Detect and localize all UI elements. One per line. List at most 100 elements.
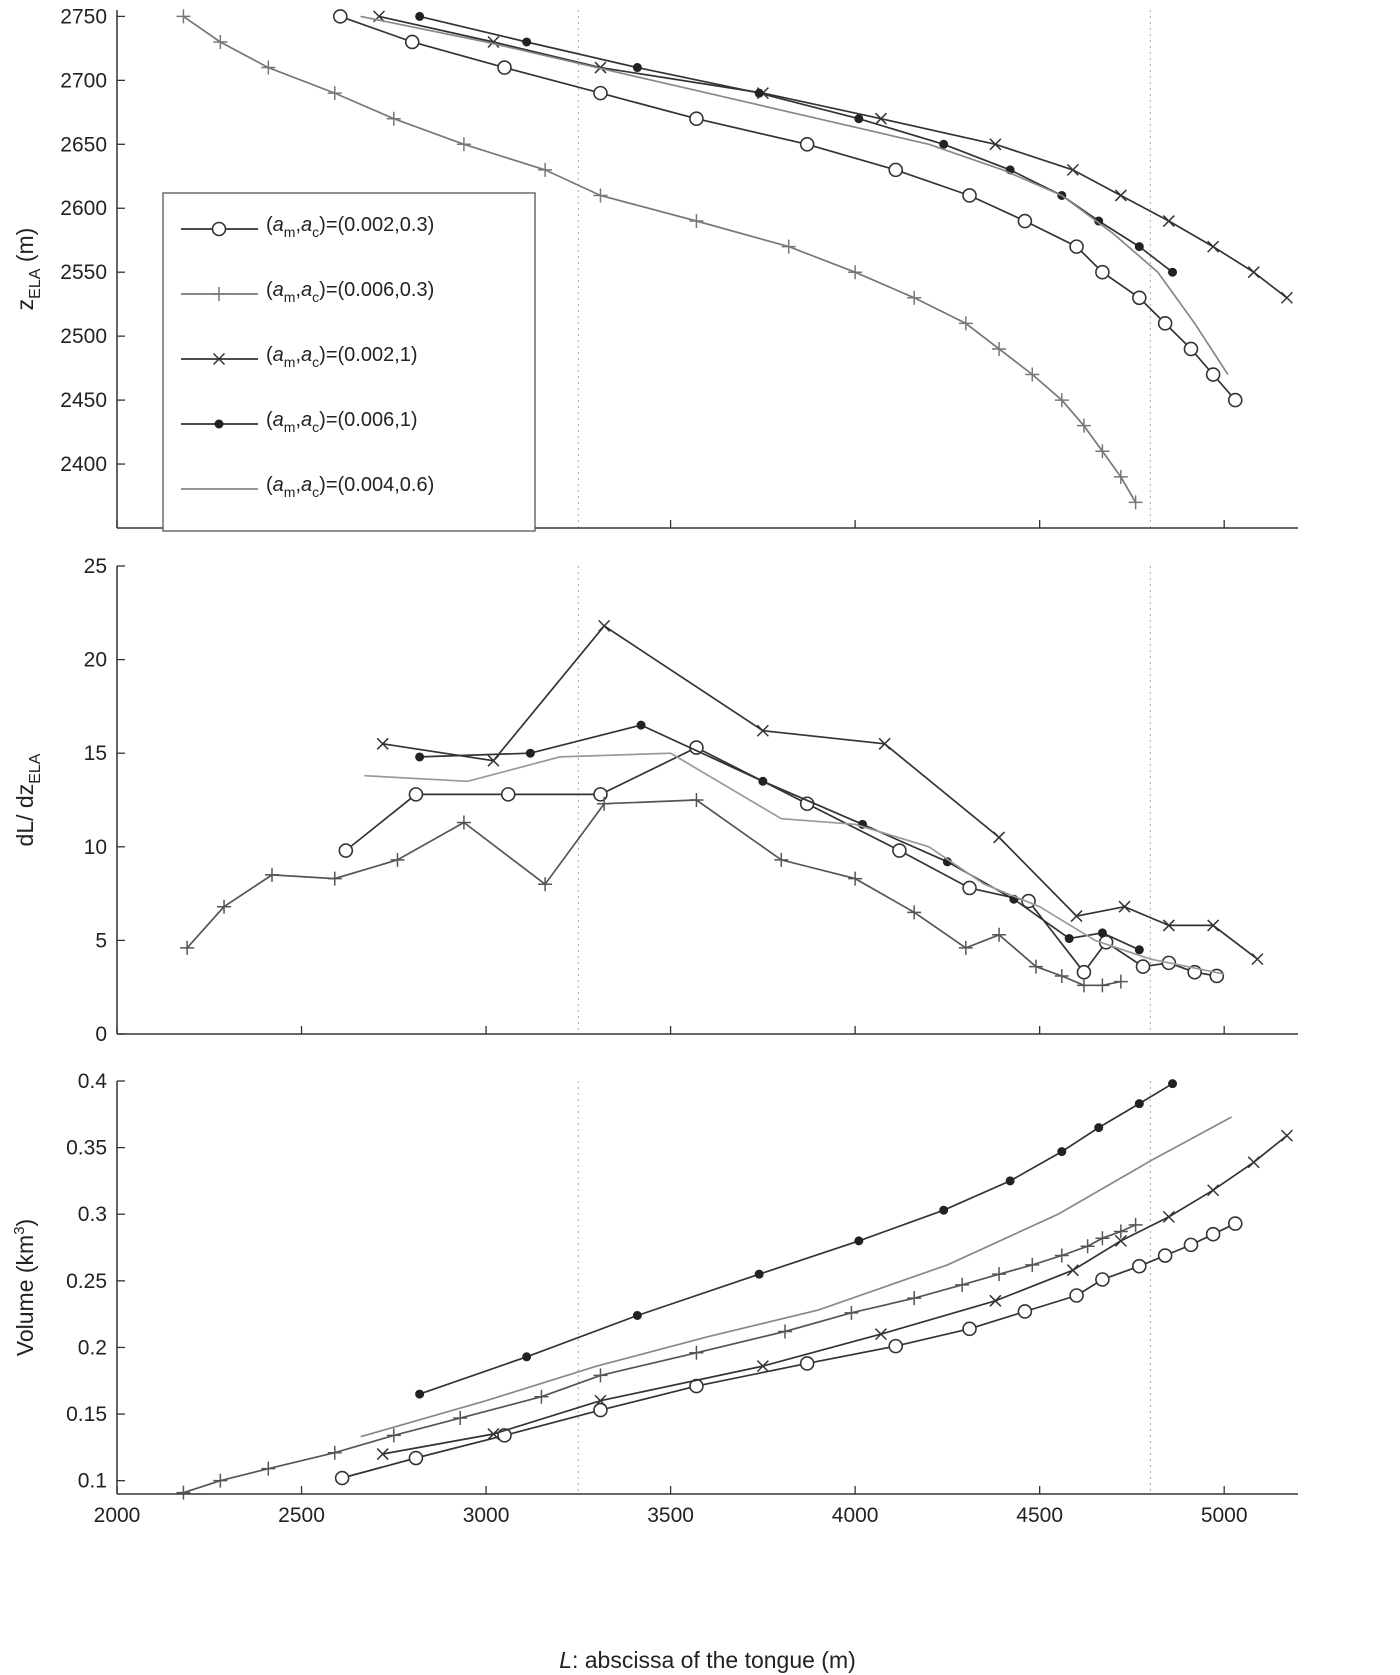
data-point: [1128, 495, 1143, 510]
data-point: [756, 1360, 769, 1373]
data-point: [327, 1445, 342, 1460]
legend-label: (am,ac)=(0.002,1): [266, 344, 418, 370]
y-axis-label: zELA (m): [12, 228, 44, 311]
data-point: [1054, 393, 1069, 408]
data-point: [1057, 1147, 1067, 1157]
data-point: [593, 188, 608, 203]
data-point: [1128, 1217, 1143, 1232]
data-point: [1162, 1210, 1175, 1223]
legend-marker: [212, 352, 226, 366]
data-point: [962, 1321, 977, 1337]
data-point: [854, 114, 864, 124]
y-tick-label: 0.35: [66, 1137, 107, 1160]
data-point: [989, 1294, 1002, 1307]
data-point: [500, 787, 516, 802]
y-tick-label: 0.4: [78, 1070, 108, 1093]
series-line: [182, 15, 1137, 503]
data-point: [1280, 291, 1293, 304]
data-point: [874, 112, 887, 125]
series-line: [183, 1224, 1136, 1494]
data-point: [907, 1291, 922, 1306]
data-point: [848, 265, 863, 280]
data-point: [1113, 1224, 1128, 1239]
data-point: [1183, 341, 1199, 357]
data-point: [1097, 928, 1107, 938]
panel-zela: 2400 2450 2500 2550 2600 2650 2700 2750 zELA (m): [12, 5, 1298, 529]
data-point: [1095, 1231, 1110, 1246]
x-tick-label: 5000: [1201, 1504, 1248, 1527]
data-point: [1054, 1248, 1069, 1263]
y-axis-label: Volume (km3): [11, 1219, 38, 1356]
data-point: [778, 1324, 793, 1339]
data-point: [1095, 978, 1110, 993]
data-point: [781, 239, 796, 254]
data-point: [408, 1450, 424, 1466]
data-point: [180, 940, 195, 955]
data-point: [598, 619, 611, 632]
data-point: [1247, 266, 1260, 279]
data-point: [689, 793, 704, 807]
legend-entry: (am,ac)=(0.002,1): [181, 344, 418, 370]
data-point: [1066, 1264, 1079, 1277]
series-line: [360, 1116, 1233, 1438]
data-point: [487, 35, 500, 49]
legend-entry: (am,ac)=(0.006,1): [181, 409, 418, 435]
data-point: [497, 60, 512, 75]
data-point: [632, 63, 642, 73]
legend: (am,ac)=(0.002,0.3) (am,ac)=(0.006,0.3) (a…: [162, 192, 536, 532]
data-point: [265, 867, 280, 882]
series-5: [360, 1116, 1233, 1438]
data-point: [878, 737, 891, 750]
legend-entry: (am,ac)=(0.002,0.3): [181, 214, 434, 240]
legend-entry: (am,ac)=(0.004,0.6): [181, 474, 434, 500]
data-point: [1207, 919, 1220, 932]
data-point: [962, 188, 977, 203]
data-point: [1080, 1239, 1095, 1254]
data-point: [593, 1402, 608, 1418]
data-point: [1076, 978, 1091, 993]
series-1: [334, 1216, 1243, 1486]
series-line: [364, 752, 1225, 975]
data-point: [327, 871, 342, 886]
data-point: [408, 787, 424, 802]
data-point: [958, 316, 973, 331]
data-point: [1157, 1248, 1173, 1263]
data-point: [522, 1352, 532, 1362]
data-point: [1005, 1176, 1015, 1186]
data-point: [1168, 1079, 1178, 1089]
data-point: [386, 1428, 401, 1443]
data-point: [453, 1411, 468, 1426]
data-point: [1135, 959, 1151, 974]
data-point: [1025, 367, 1040, 382]
y-tick-label: 2700: [60, 69, 107, 92]
data-point: [534, 1389, 549, 1404]
series-1: [338, 740, 1225, 984]
y-tick-label: 2450: [60, 389, 107, 412]
data-point: [1114, 1234, 1127, 1247]
data-point: [594, 1394, 607, 1407]
data-point: [1132, 1258, 1147, 1274]
legend-marker: [212, 287, 226, 301]
data-point: [1076, 418, 1091, 433]
data-point: [774, 852, 789, 867]
series-line: [341, 1222, 1236, 1479]
y-tick-label: 2750: [60, 5, 107, 28]
data-point: [854, 1236, 864, 1246]
series-5: [364, 752, 1225, 975]
legend-entry: (am,ac)=(0.006,0.3): [181, 279, 434, 305]
y-tick-label: 0.15: [66, 1403, 107, 1426]
data-point: [390, 852, 405, 867]
y-tick-label: 5: [95, 929, 107, 952]
data-point: [1113, 469, 1128, 484]
series-line: [340, 15, 1236, 401]
data-point: [1095, 264, 1110, 280]
series-line: [419, 724, 1140, 951]
data-point: [404, 34, 420, 50]
data-point: [261, 60, 276, 75]
data-point: [376, 1447, 389, 1461]
data-point: [848, 871, 863, 886]
data-point: [993, 831, 1006, 844]
data-point: [1134, 1099, 1144, 1109]
legend-label: (am,ac)=(0.006,0.3): [266, 279, 434, 305]
data-point: [907, 905, 922, 920]
